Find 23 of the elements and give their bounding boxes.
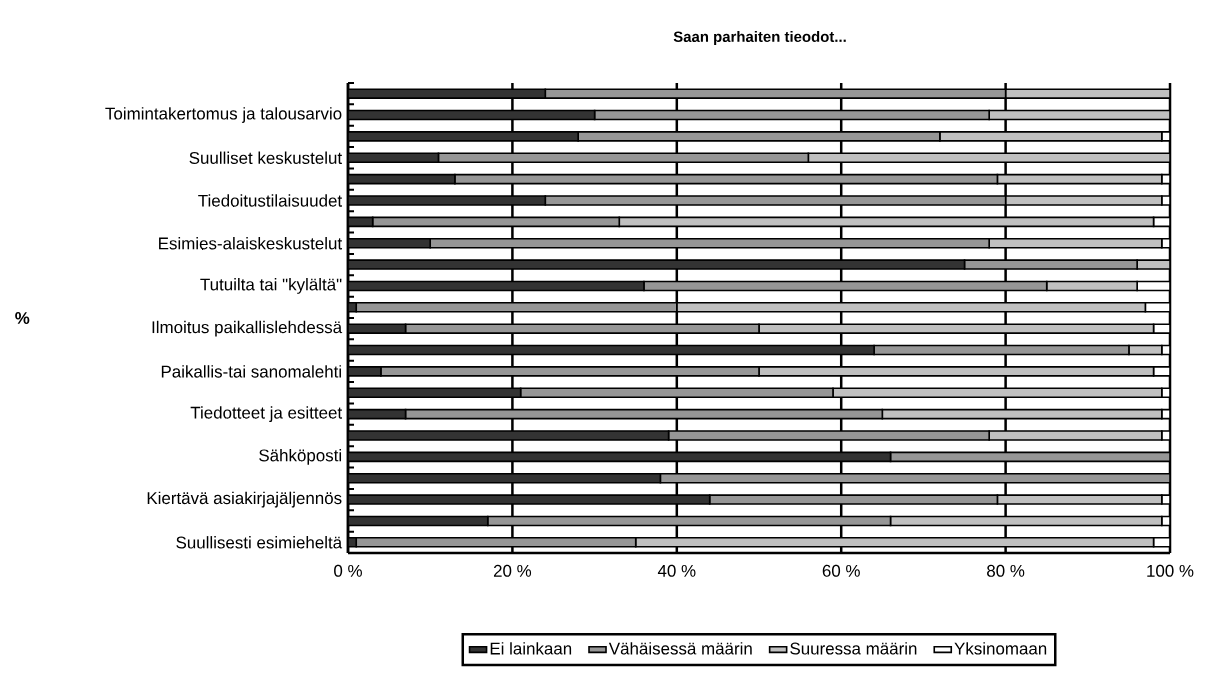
y-tick-label: Suullisesti esimieheltä: [176, 536, 343, 549]
x-tick-label: 40 %: [657, 564, 696, 577]
y-tick-label: Sähköposti: [259, 448, 342, 465]
y-tick-label: Tiedotteet ja esitteet: [190, 406, 343, 423]
legend-label: Yksinomaan: [954, 642, 1047, 655]
legend-label: Suuressa määrin: [790, 642, 917, 655]
y-tick-label: Tiedoitustilaisuudet: [198, 194, 343, 207]
y-tick-label: Suulliset keskustelut: [189, 151, 342, 164]
y-tick-label: Tutuilta tai "kylältä": [200, 278, 342, 294]
legend-label: Ei lainkaan: [490, 642, 572, 655]
y-tick-label: Esimies-alaiskeskustelut: [159, 237, 342, 250]
y-tick-label: Toimintakertomus ja talousarvio: [105, 107, 342, 123]
y-tick-label: Paikallis-tai sanomalehti: [161, 365, 341, 378]
x-tick-label: 60 %: [822, 564, 860, 577]
y-tick-label: Ilmoitus paikallislehdessä: [152, 320, 343, 337]
y-axis-title: %: [15, 312, 30, 324]
x-tick-label: 80 %: [987, 564, 1025, 577]
x-tick-label: 100 %: [1147, 564, 1194, 577]
chart-title: Saan parhaiten tieodot...: [673, 31, 846, 45]
legend-label: Vähäisessä määrin: [608, 642, 752, 655]
x-tick-label: 20 %: [493, 564, 532, 577]
y-tick-label: Kiertävä asiakirjajäljennös: [147, 491, 342, 508]
x-tick-label: 0 %: [334, 564, 362, 577]
